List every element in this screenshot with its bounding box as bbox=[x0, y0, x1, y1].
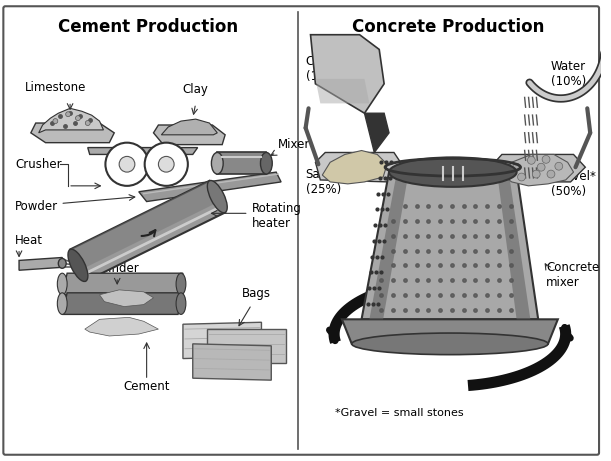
Polygon shape bbox=[362, 172, 538, 319]
Text: Cement Production: Cement Production bbox=[58, 18, 238, 36]
Text: Mixer: Mixer bbox=[278, 138, 310, 151]
Polygon shape bbox=[365, 113, 389, 153]
Circle shape bbox=[158, 156, 174, 172]
Polygon shape bbox=[38, 108, 103, 133]
Circle shape bbox=[518, 173, 525, 181]
Polygon shape bbox=[492, 154, 585, 182]
Ellipse shape bbox=[57, 273, 67, 295]
Polygon shape bbox=[342, 319, 558, 344]
Circle shape bbox=[537, 163, 545, 171]
Polygon shape bbox=[370, 172, 409, 319]
Ellipse shape bbox=[57, 293, 67, 314]
Text: Cement
(15%): Cement (15%) bbox=[306, 55, 352, 83]
Polygon shape bbox=[70, 181, 219, 270]
Circle shape bbox=[86, 121, 90, 125]
Text: Water
(10%): Water (10%) bbox=[551, 60, 586, 88]
Ellipse shape bbox=[260, 153, 273, 174]
Circle shape bbox=[527, 156, 535, 164]
Polygon shape bbox=[315, 153, 404, 182]
Polygon shape bbox=[161, 119, 218, 135]
Text: Rotating
heater: Rotating heater bbox=[252, 202, 301, 230]
Polygon shape bbox=[315, 79, 370, 103]
Polygon shape bbox=[85, 317, 158, 336]
Polygon shape bbox=[31, 123, 114, 142]
Ellipse shape bbox=[207, 181, 227, 213]
Polygon shape bbox=[139, 172, 281, 201]
Polygon shape bbox=[502, 154, 574, 186]
Circle shape bbox=[513, 163, 521, 171]
Polygon shape bbox=[497, 172, 530, 319]
Circle shape bbox=[53, 118, 58, 124]
Polygon shape bbox=[322, 151, 387, 184]
Circle shape bbox=[547, 170, 555, 178]
Text: Heat: Heat bbox=[15, 234, 43, 247]
Text: Grinder: Grinder bbox=[95, 262, 139, 275]
Ellipse shape bbox=[389, 157, 517, 187]
Polygon shape bbox=[70, 181, 225, 281]
Polygon shape bbox=[183, 322, 262, 359]
Text: *Gravel = small stones: *Gravel = small stones bbox=[335, 408, 464, 418]
Polygon shape bbox=[192, 344, 271, 380]
Polygon shape bbox=[153, 125, 225, 145]
Ellipse shape bbox=[176, 273, 186, 295]
Text: Bags: Bags bbox=[242, 287, 271, 300]
Circle shape bbox=[65, 112, 71, 117]
Text: Concrete
mixer: Concrete mixer bbox=[546, 261, 599, 289]
Circle shape bbox=[542, 155, 550, 163]
Circle shape bbox=[119, 156, 135, 172]
Polygon shape bbox=[62, 293, 183, 314]
Text: Sand
(25%): Sand (25%) bbox=[306, 168, 341, 196]
Text: Concrete Production: Concrete Production bbox=[352, 18, 544, 36]
Ellipse shape bbox=[352, 333, 548, 355]
Text: Cement: Cement bbox=[123, 380, 170, 393]
Polygon shape bbox=[62, 273, 183, 295]
Text: Powder: Powder bbox=[15, 200, 58, 213]
Circle shape bbox=[106, 142, 148, 186]
Text: Gravel*
(50%): Gravel* (50%) bbox=[551, 170, 596, 198]
Circle shape bbox=[532, 170, 540, 178]
Ellipse shape bbox=[68, 249, 88, 282]
Text: Limestone: Limestone bbox=[24, 81, 86, 94]
FancyBboxPatch shape bbox=[3, 6, 599, 455]
Ellipse shape bbox=[176, 293, 186, 314]
Circle shape bbox=[76, 116, 81, 121]
Polygon shape bbox=[100, 290, 153, 307]
Polygon shape bbox=[208, 329, 286, 363]
Text: Clay: Clay bbox=[183, 83, 208, 95]
Polygon shape bbox=[218, 153, 266, 174]
Polygon shape bbox=[19, 258, 62, 270]
Polygon shape bbox=[310, 35, 384, 113]
Circle shape bbox=[555, 162, 563, 170]
Polygon shape bbox=[88, 148, 198, 154]
Ellipse shape bbox=[58, 259, 66, 268]
Text: Crusher: Crusher bbox=[15, 158, 62, 171]
Circle shape bbox=[145, 142, 188, 186]
Ellipse shape bbox=[211, 153, 223, 174]
